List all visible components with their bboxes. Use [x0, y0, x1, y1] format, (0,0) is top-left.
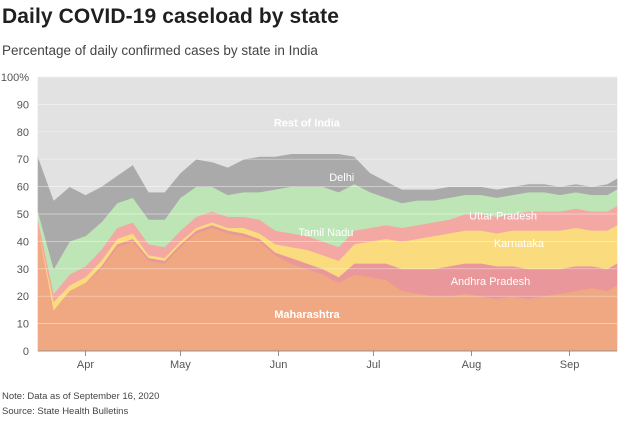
series-label-delhi: Delhi [329, 172, 354, 184]
chart-title: Daily COVID-19 caseload by state [2, 5, 340, 28]
y-tick-label-20: 20 [17, 291, 29, 303]
x-tick-label-may: May [170, 359, 191, 371]
y-tick-label-40: 40 [17, 236, 29, 248]
y-tick-label-90: 90 [17, 99, 29, 111]
x-tick-label-apr: Apr [77, 359, 94, 371]
x-tick-label-aug: Aug [462, 359, 482, 371]
chart-subtitle: Percentage of daily confirmed cases by s… [2, 43, 318, 58]
x-tick-label-sep: Sep [560, 359, 580, 371]
x-axis-ticks: Apr May Jun Jul Aug Sep [77, 351, 579, 371]
y-tick-label-50: 50 [17, 209, 29, 221]
x-tick-label-jun: Jun [270, 359, 288, 371]
x-tick-label-jul: Jul [366, 359, 380, 371]
series-label-rest-of-india: Rest of India [274, 117, 341, 129]
y-axis-ticks: 0 10 20 30 40 50 60 70 80 90 100% [1, 72, 29, 358]
series-label-uttar-pradesh: Uttar Pradesh [469, 210, 537, 222]
y-tick-label-70: 70 [17, 154, 29, 166]
source-note: Source: State Health Bulletins [2, 406, 129, 417]
footnote: Note: Data as of September 16, 2020 [2, 391, 160, 402]
series-label-karnataka: Karnataka [494, 238, 545, 250]
gridlines [38, 76, 617, 352]
area-series-group [37, 76, 618, 352]
series-label-andhra-pradesh: Andhra Pradesh [451, 276, 531, 288]
y-tick-label-0: 0 [23, 346, 29, 358]
y-tick-label-80: 80 [17, 127, 29, 139]
y-tick-label-60: 60 [17, 182, 29, 194]
y-tick-label-30: 30 [17, 264, 29, 276]
series-label-tamil-nadu: Tamil Nadu [298, 227, 353, 239]
y-tick-label-100: 100% [1, 72, 29, 84]
series-labels: Rest of India Delhi Tamil Nadu Uttar Prades… [274, 117, 545, 321]
series-label-maharashtra: Maharashtra [274, 309, 340, 321]
y-tick-label-10: 10 [17, 319, 29, 331]
